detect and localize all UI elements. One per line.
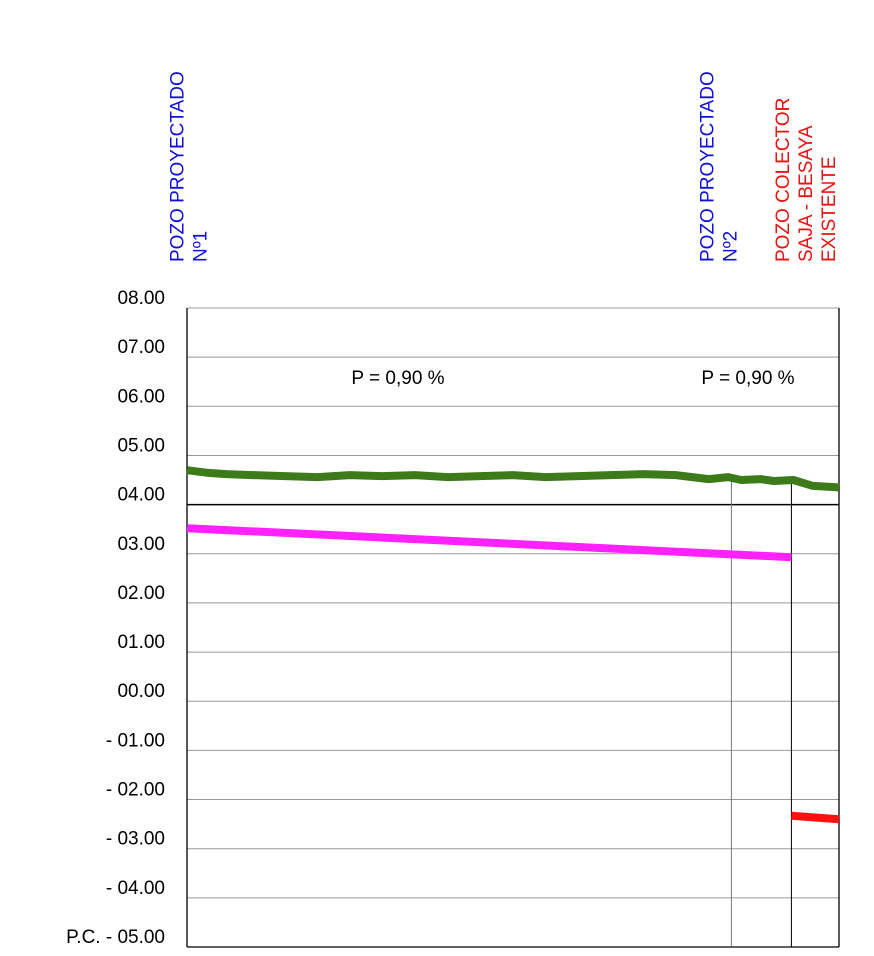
- elevation-label: - 03.00: [106, 829, 165, 850]
- well-label-line: POZO PROYECTADO: [698, 71, 719, 262]
- well-station-lines: [730, 480, 792, 947]
- projected-pipe-line: [186, 524, 792, 562]
- elevation-label: 01.00: [117, 632, 165, 653]
- elevation-axis: 08.00 07.00 06.00 05.00 04.00 03.00 02.00 01.00…: [66, 288, 165, 948]
- well-label: POZO PROYECTADO Nº1: [168, 71, 212, 262]
- elevation-label: 05.00: [117, 435, 165, 456]
- well-label-line: SAJA - BESAYA: [796, 125, 817, 262]
- well-label: POZO COLECTOR SAJA - BESAYA EXISTENTE: [773, 98, 840, 262]
- elevation-label: 08.00: [117, 288, 165, 309]
- well-label-line: POZO COLECTOR: [773, 98, 794, 262]
- well-label-line: EXISTENTE: [819, 156, 840, 262]
- elevation-label: - 04.00: [106, 878, 165, 899]
- elevation-label: P.C. - 05.00: [66, 927, 165, 948]
- well-label-line: Nº1: [191, 231, 212, 262]
- profile-series: [186, 466, 840, 824]
- elevation-label: 02.00: [117, 583, 165, 604]
- elevation-label: 00.00: [117, 681, 165, 702]
- well-label-line: Nº2: [721, 231, 742, 262]
- well-labels: POZO PROYECTADO Nº1 POZO PROYECTADO Nº2 POZO…: [168, 71, 841, 262]
- elevation-grid: [186, 307, 840, 948]
- existing-collector-line: [791, 811, 840, 824]
- elevation-label: 06.00: [117, 386, 165, 407]
- elevation-label: - 02.00: [106, 780, 165, 801]
- slope-label-1: P = 0,90 %: [351, 368, 444, 389]
- elevation-label: 07.00: [117, 337, 165, 358]
- elevation-label: 04.00: [117, 485, 165, 506]
- well-label: POZO PROYECTADO Nº2: [698, 71, 742, 262]
- slope-labels: P = 0,90 % P = 0,90 %: [351, 368, 794, 389]
- terrain-line: [186, 466, 840, 492]
- elevation-label: - 01.00: [106, 730, 165, 751]
- slope-label-2: P = 0,90 %: [701, 368, 794, 389]
- elevation-label: 03.00: [117, 534, 165, 555]
- well-label-line: POZO PROYECTADO: [168, 71, 189, 262]
